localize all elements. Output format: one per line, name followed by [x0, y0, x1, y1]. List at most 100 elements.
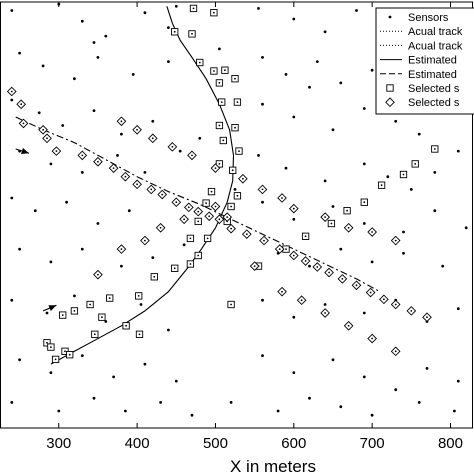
selected-sensor-diamond-dot [183, 218, 186, 221]
sensor-point [10, 9, 14, 12]
sensor-point [362, 375, 366, 379]
selected-sensor-square-dot [231, 169, 234, 172]
selected-sensor-diamond-dot [324, 312, 326, 314]
selected-sensor-diamond-dot [120, 248, 123, 251]
legend-label: Estimated [408, 69, 457, 81]
sensor-point [276, 409, 280, 413]
selected-sensor-diamond-dot [120, 120, 123, 123]
chart-marks [6, 2, 468, 417]
direction-arrow-head [48, 305, 57, 312]
legend: Sensors Acual track Acual track Estimated Es… [375, 7, 474, 115]
sensor-point [33, 209, 37, 213]
sensor-point [409, 188, 413, 191]
sensor-point [331, 205, 335, 208]
sensor-point [386, 175, 390, 179]
sensor-point [131, 73, 135, 76]
selected-sensor-diamond-dot [410, 310, 413, 312]
sensor-point [315, 60, 319, 63]
selected-sensor-square-dot [125, 324, 127, 327]
selected-sensor-square-dot [192, 7, 195, 10]
selected-sensor-square-dot [218, 82, 221, 84]
selected-sensor-square-dot [198, 61, 201, 64]
sensor-point [355, 9, 358, 12]
sensor-point [362, 107, 366, 110]
sensor-point [229, 401, 233, 404]
selected-sensor-diamond-dot [253, 265, 256, 267]
selected-sensor-diamond-dot [242, 177, 244, 180]
selected-sensor-square-dot [363, 201, 366, 204]
sensor-point [96, 56, 100, 59]
sensor-point [80, 247, 84, 251]
sensor-point [174, 379, 178, 383]
selected-sensor-diamond-dot [261, 188, 264, 191]
sensor-point [80, 171, 84, 174]
selected-sensor-diamond-dot [124, 175, 127, 178]
sensor-point [65, 200, 68, 204]
selected-sensor-diamond-dot [304, 260, 307, 262]
sensor-point [18, 247, 21, 251]
legend-label: Acual track [408, 40, 463, 52]
selected-sensor-diamond-dot [230, 227, 233, 230]
selected-sensor-diamond-dot [81, 154, 84, 157]
sensor-point [339, 247, 343, 251]
selected-sensor-diamond-dot [136, 183, 139, 186]
x-tick-label: 500 [203, 435, 228, 452]
selected-sensor-square-dot [218, 163, 221, 165]
sensor-point [292, 17, 296, 21]
selected-sensor-diamond-dot [371, 231, 373, 233]
legend-label: Estimated [408, 55, 457, 67]
sensor-point [174, 4, 178, 8]
selected-sensor-diamond-dot [316, 266, 319, 268]
selected-sensor-diamond-dot [171, 145, 174, 148]
sensor-point [261, 102, 264, 106]
sensor-point [57, 409, 61, 413]
selected-sensor-diamond-dot [324, 216, 326, 219]
selected-sensor-square-dot [380, 184, 383, 187]
selected-sensor-diamond-dot [341, 278, 344, 280]
sensor-point [151, 119, 155, 123]
sensor-point [308, 85, 311, 89]
selected-sensor-square-dot [213, 11, 215, 14]
selected-sensor-diamond-dot [300, 299, 303, 302]
selected-sensor-diamond-dot [218, 218, 221, 221]
sensor-point [112, 375, 115, 379]
direction-arrow-head [21, 148, 29, 154]
sensor-point [182, 243, 186, 247]
selected-sensor-square-dot [213, 70, 215, 72]
selected-sensor-diamond-dot [394, 350, 397, 353]
estimated-track-line-solid [50, 6, 235, 365]
selected-sensor-diamond-dot [369, 291, 372, 294]
selected-sensor-square-dot [210, 190, 213, 193]
sensor-point [233, 188, 237, 191]
selected-sensor-square-dot [238, 150, 240, 153]
sensor-point [45, 311, 49, 315]
sensor-point [425, 367, 429, 370]
legend-marker-dot [388, 15, 392, 19]
selected-sensor-square-dot [93, 333, 96, 336]
selected-sensor-square-dot [64, 350, 66, 353]
selected-sensor-diamond-dot [22, 122, 25, 125]
sensor-point [323, 179, 327, 183]
selected-sensor-square-dot [230, 303, 233, 306]
selected-sensor-square-dot [230, 205, 233, 208]
selected-sensor-square-dot [189, 263, 192, 265]
selected-sensor-square-dot [346, 209, 348, 212]
sensor-point [104, 34, 108, 38]
selected-sensor-square-dot [220, 101, 223, 103]
sensor-point [159, 401, 163, 404]
selected-sensor-diamond-dot [20, 103, 23, 106]
selected-sensor-square-dot [304, 235, 307, 238]
sensor-point [80, 19, 84, 23]
selected-sensor-square-dot [236, 101, 239, 103]
sensor-point [120, 264, 123, 268]
sensor-point [323, 303, 327, 306]
sensor-point [417, 132, 421, 136]
sensor-point [433, 209, 437, 213]
selected-sensor-diamond-dot [394, 239, 397, 242]
selected-sensor-diamond-dot [151, 137, 154, 140]
selected-sensor-diamond-dot [278, 248, 281, 251]
sensor-point [284, 73, 288, 76]
selected-sensor-square-dot [234, 126, 236, 129]
sensor-point [433, 171, 437, 174]
sensor-point [257, 6, 260, 10]
